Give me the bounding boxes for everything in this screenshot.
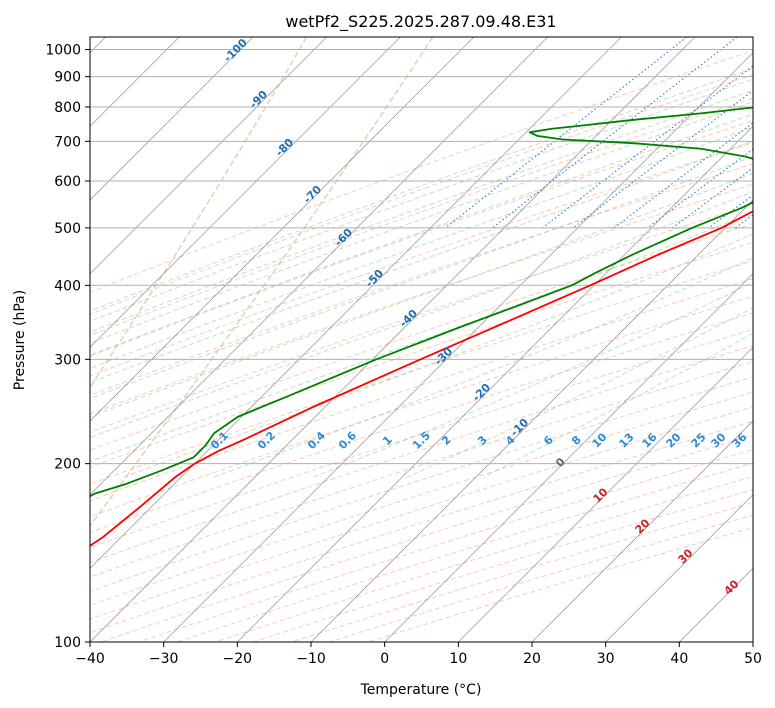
x-tick-label: 50	[744, 651, 762, 667]
dry-adiabat	[90, 312, 753, 533]
x-axis-ticks: −40 −30 −20 −10 0 10 20 30 40 50	[75, 642, 762, 667]
isotherm	[310, 199, 753, 642]
isotherm	[458, 346, 753, 642]
moist-adiabat	[124, 233, 753, 478]
isotherm	[90, 37, 327, 275]
mixing-ratio-line	[492, 37, 738, 229]
y-tick-label: 800	[54, 100, 81, 116]
dry-adiabat	[90, 328, 753, 549]
isotherm	[90, 37, 622, 569]
isotherm	[90, 37, 696, 642]
reference-curve	[90, 37, 308, 389]
dry-adiabat	[90, 345, 753, 563]
isotherm	[237, 125, 753, 642]
dry-adiabat	[90, 295, 753, 518]
moist-adiabat	[90, 67, 753, 312]
moist-adiabat	[90, 155, 753, 400]
dry-adiabat	[90, 278, 753, 502]
profile-series-1	[90, 106, 753, 498]
isotherm	[90, 37, 401, 348]
dry-adiabat	[90, 142, 753, 377]
x-tick-label: 40	[670, 651, 688, 667]
mixing-ratio-line	[572, 90, 753, 229]
x-tick-label: 10	[449, 651, 467, 667]
x-axis-title: Temperature (°C)	[360, 682, 482, 698]
x-tick-label: −20	[223, 651, 253, 667]
x-tick-label: −30	[149, 651, 179, 667]
y-tick-label: 100	[54, 635, 81, 651]
dry-adiabat	[90, 391, 753, 606]
y-tick-label: 200	[54, 457, 81, 473]
moist-adiabat	[90, 191, 753, 439]
profile-lines	[90, 106, 753, 547]
y-tick-label: 500	[54, 221, 81, 237]
x-tick-label: 30	[597, 651, 615, 667]
moist-adiabat	[90, 113, 753, 356]
y-tick-label: 300	[54, 352, 81, 368]
mixing-ratio-line	[672, 167, 753, 229]
y-axis-ticks: 100 200 300 400 500 600 700 800 900 1000	[45, 43, 90, 651]
y-tick-label: 600	[54, 174, 81, 190]
dry-adiabat	[90, 376, 753, 592]
plot-frame	[89, 36, 754, 643]
y-tick-label: 700	[54, 134, 81, 150]
reference-curve	[90, 37, 434, 528]
profile-series-0	[90, 210, 753, 547]
x-tick-label: −10	[296, 651, 326, 667]
dry-adiabat	[90, 97, 753, 336]
isotherm	[90, 37, 254, 201]
isotherm	[90, 37, 548, 496]
moist-adiabat	[90, 211, 753, 463]
y-axis-title: Pressure (hPa)	[12, 290, 28, 390]
isotherm	[384, 273, 753, 642]
dry-adiabat	[90, 183, 753, 415]
x-tick-label: 0	[380, 651, 389, 667]
isotherm	[531, 420, 753, 642]
y-tick-label: 400	[54, 278, 81, 294]
isobar-gridlines	[90, 49, 753, 642]
isotherm	[605, 494, 753, 642]
x-tick-label: 20	[523, 651, 541, 667]
dry-adiabat	[90, 163, 753, 396]
chart-title: wetPf2_S225.2025.287.09.48.E31	[285, 12, 556, 32]
x-tick-label: −40	[75, 651, 105, 667]
moist-adiabat	[90, 140, 753, 384]
moist-adiabat	[90, 126, 753, 369]
isotherm	[90, 37, 475, 422]
moist-adiabat	[90, 101, 753, 344]
y-tick-label: 900	[54, 70, 81, 86]
dry-adiabat	[90, 50, 753, 293]
y-tick-label: 1000	[45, 43, 81, 59]
